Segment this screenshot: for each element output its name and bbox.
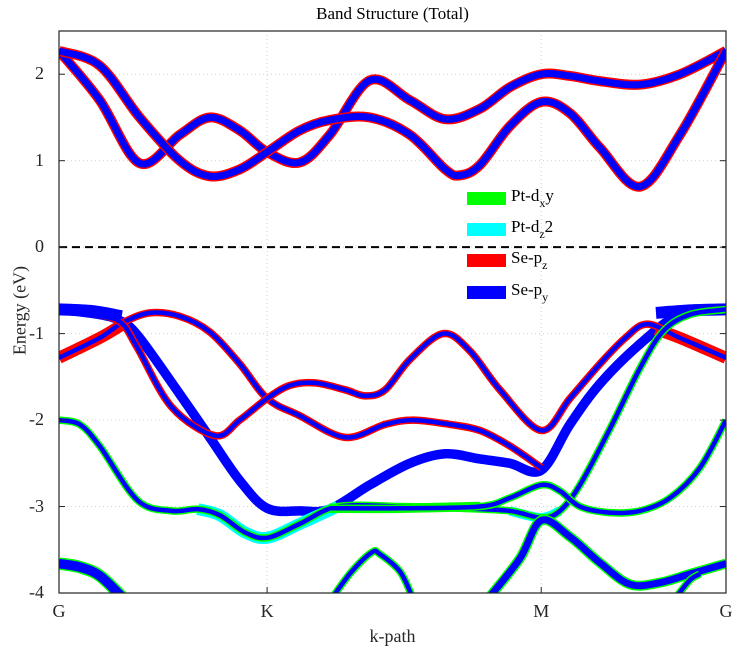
- legend-swatch: [467, 223, 506, 236]
- band-line: [59, 47, 726, 168]
- tick-marks: [58, 73, 727, 594]
- band-edge: [486, 514, 726, 593]
- band-line: [59, 307, 726, 439]
- legend-label: Se-py: [511, 280, 549, 304]
- legend-label: Pt-dxy: [511, 186, 554, 210]
- legend-label: Pt-dz2: [511, 217, 554, 241]
- legend-swatch: [467, 192, 506, 205]
- band-line: [676, 571, 702, 593]
- band-line: [59, 47, 726, 191]
- y-axis-label: Energy (eV): [9, 265, 30, 356]
- x-tick-label: M: [533, 601, 550, 621]
- x-tick-label: G: [719, 601, 733, 621]
- y-tick-label: 0: [35, 236, 44, 257]
- legend-swatch: [467, 286, 506, 299]
- y-tick-label: -2: [29, 409, 44, 430]
- plot-frame: [58, 30, 727, 594]
- band-line: [488, 516, 726, 593]
- y-tick-label: 2: [35, 63, 44, 84]
- y-tick-label: -4: [29, 582, 44, 602]
- chart-title: Band Structure (Total): [316, 4, 469, 23]
- x-tick-label: G: [52, 601, 66, 621]
- band-line: [59, 310, 543, 470]
- band-edge: [59, 46, 726, 192]
- y-tick-label: -3: [29, 495, 44, 516]
- y-tick-label: -1: [29, 322, 44, 343]
- y-tick-label: 1: [35, 149, 44, 170]
- band-line: [332, 548, 414, 593]
- band-line: [329, 418, 726, 516]
- band-line: [59, 558, 125, 593]
- bands: [59, 46, 726, 593]
- x-axis-label: k-path: [369, 626, 416, 646]
- band-line: [59, 303, 123, 323]
- band-line: [59, 304, 726, 517]
- legend-swatch: [467, 254, 506, 267]
- legend-label: Se-pz: [511, 248, 548, 272]
- x-tick-label: K: [260, 601, 274, 621]
